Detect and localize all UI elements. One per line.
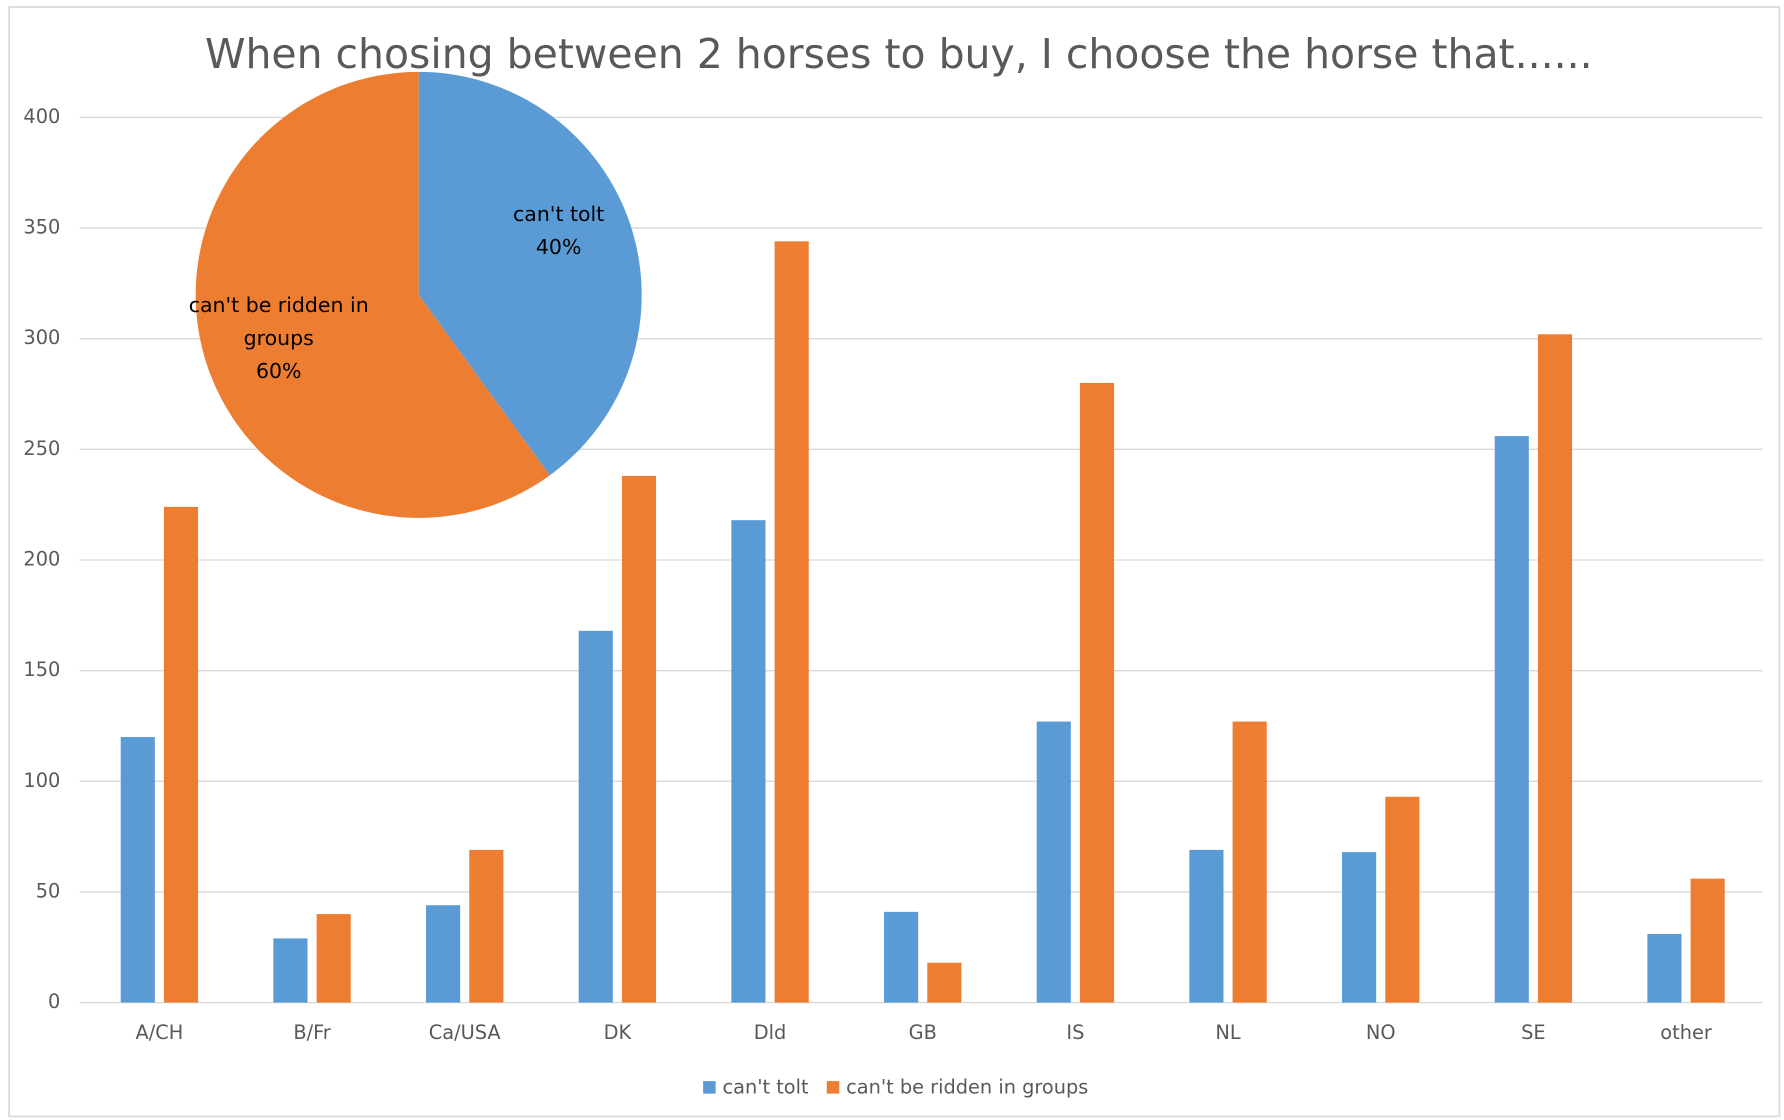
bar <box>1690 878 1725 1003</box>
bar <box>1189 849 1224 1003</box>
pie-slice <box>418 71 642 476</box>
bar <box>731 520 766 1003</box>
x-tick-label: SE <box>1521 1021 1545 1044</box>
bar <box>120 737 155 1003</box>
bar <box>927 962 962 1003</box>
bar <box>1494 436 1529 1003</box>
pie-value-label: 60% <box>255 359 302 384</box>
bar <box>273 938 308 1003</box>
y-tick-label: 0 <box>48 990 60 1013</box>
bar <box>469 849 504 1003</box>
x-tick-label: NO <box>1366 1021 1396 1044</box>
pie-label-box: can't be ridden in groups 60% <box>188 289 370 388</box>
x-tick-label: other <box>1660 1021 1712 1044</box>
x-tick-label: GB <box>909 1021 937 1044</box>
legend-swatch <box>826 1081 840 1094</box>
y-tick-label: 50 <box>36 879 61 902</box>
bar <box>426 905 461 1003</box>
chart-title: When chosing between 2 horses to buy, I … <box>205 30 1593 78</box>
bar <box>1079 382 1115 1003</box>
bar <box>578 630 613 1003</box>
y-tick-label: 300 <box>23 326 60 349</box>
bar <box>884 911 919 1003</box>
pie-category-label: can't tolt <box>513 202 605 227</box>
bar <box>163 506 199 1003</box>
bar <box>316 914 351 1003</box>
x-tick-label: B/Fr <box>293 1021 330 1044</box>
legend-label: can't be ridden in groups <box>846 1075 1088 1098</box>
pie-label: can't tolt 40% <box>468 198 650 264</box>
pie-value-label: 40% <box>535 235 582 260</box>
bar <box>1647 933 1682 1003</box>
bar <box>1232 721 1267 1003</box>
y-tick-label: 250 <box>23 437 60 460</box>
y-tick-label: 400 <box>23 105 60 128</box>
x-tick-label: NL <box>1215 1021 1240 1044</box>
y-tick-label: 150 <box>23 658 60 681</box>
y-tick-label: 100 <box>23 769 60 792</box>
bar <box>1036 721 1071 1003</box>
bar <box>621 475 657 1003</box>
bar <box>1537 334 1573 1003</box>
legend-label: can't tolt <box>722 1075 809 1098</box>
bar <box>1342 852 1377 1003</box>
x-tick-label: Dld <box>754 1021 787 1044</box>
pie-category-label: can't be ridden in groups <box>188 293 369 351</box>
pie-label: can't be ridden in groups 60% <box>188 289 370 388</box>
pie-slice <box>195 71 550 518</box>
x-tick-label: IS <box>1066 1021 1084 1044</box>
y-tick-label: 200 <box>23 548 60 571</box>
legend-swatch <box>703 1081 716 1094</box>
bar <box>1385 796 1420 1003</box>
x-tick-label: DK <box>604 1021 633 1044</box>
x-tick-label: A/CH <box>136 1021 184 1044</box>
bar <box>774 241 809 1003</box>
y-tick-label: 350 <box>23 216 60 239</box>
x-tick-label: Ca/USA <box>429 1021 502 1044</box>
pie-label-box: can't tolt 40% <box>468 198 650 264</box>
